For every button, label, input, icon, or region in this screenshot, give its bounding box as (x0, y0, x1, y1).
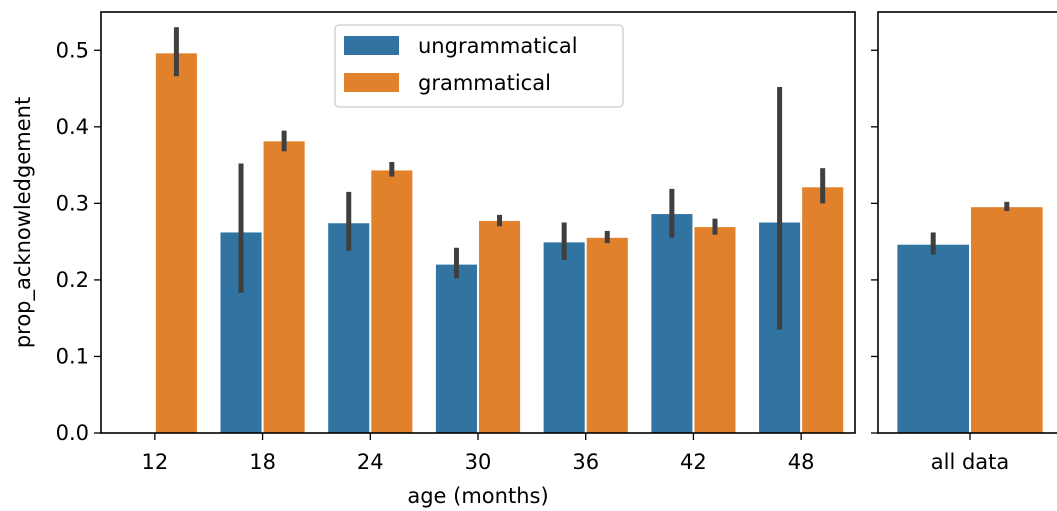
bar-grammatical-36 (586, 237, 628, 433)
y-tick-label: 0.3 (56, 191, 89, 215)
x-tick-label: 18 (249, 450, 276, 474)
x-tick-label: 30 (465, 450, 492, 474)
bar-grammatical-30 (479, 220, 521, 433)
y-tick-label: 0.5 (56, 38, 89, 62)
y-axis-label: prop_acknowledgement (11, 97, 36, 348)
y-tick-label: 0.4 (56, 115, 89, 139)
legend-label-grammatical: grammatical (418, 71, 551, 95)
bar-grammatical-24 (371, 170, 413, 433)
left-panel: 0.0 0.1 0.2 0.3 0.4 0.5 12 18 24 30 36 42 48 age (mon… (11, 11, 856, 508)
bar-ungrammatical-42 (651, 214, 693, 433)
bar-grammatical-12 (155, 53, 197, 434)
x-tick-label: 42 (680, 450, 707, 474)
x-tick-label: all data (931, 450, 1010, 474)
x-axis-label: age (months) (407, 484, 548, 508)
bar-grammatical-48 (802, 187, 844, 433)
x-tick-label: 48 (788, 450, 815, 474)
legend-swatch-grammatical (344, 73, 399, 92)
y-tick-label: 0.0 (56, 421, 89, 445)
legend-box (334, 24, 624, 108)
bar-ungrammatical-36 (543, 242, 585, 433)
x-tick-label: 12 (141, 450, 168, 474)
bar-grammatical-42 (694, 227, 736, 433)
y-tick-label: 0.1 (56, 344, 89, 368)
bar-ungrammatical-all data (897, 244, 969, 433)
x-tick-label: 24 (357, 450, 384, 474)
x-tick-label: 36 (572, 450, 599, 474)
bar-ungrammatical-24 (328, 223, 370, 433)
bar-grammatical-18 (263, 141, 305, 433)
legend: ungrammatical grammatical (334, 24, 624, 108)
y-tick-label: 0.2 (56, 268, 89, 292)
legend-swatch-ungrammatical (344, 36, 399, 55)
right-panel: all data (871, 11, 1057, 474)
legend-label-ungrammatical: ungrammatical (418, 34, 578, 58)
bar-grammatical-all data (971, 207, 1043, 433)
bar-ungrammatical-30 (435, 264, 477, 433)
